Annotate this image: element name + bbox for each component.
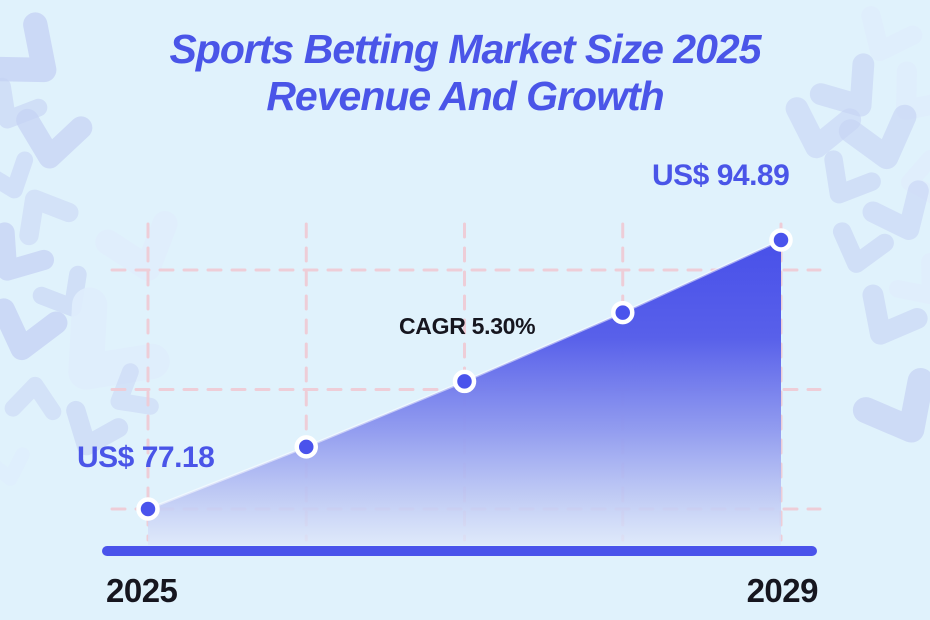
chevron-watermark-icon <box>785 97 862 159</box>
chevron-watermark-icon <box>862 284 928 345</box>
data-point-marker <box>294 435 318 459</box>
chevron-watermark-icon <box>888 253 930 305</box>
chevron-watermark-icon <box>0 447 30 486</box>
data-point-marker <box>611 300 635 325</box>
chevron-watermark-icon <box>838 104 917 170</box>
x-axis-label-end: 2029 <box>746 572 819 609</box>
x-axis-label-start: 2025 <box>106 572 178 609</box>
cagr-annotation: CAGR 5.30% <box>399 313 536 339</box>
title-line-1: Sports Betting Market Size 2025 <box>169 26 761 72</box>
chevron-watermark-icon <box>4 376 62 421</box>
chevron-watermark-icon <box>809 53 875 117</box>
chevron-watermark-icon <box>0 222 54 281</box>
chevron-watermark-icon <box>0 298 68 361</box>
chevron-watermark-icon <box>832 222 894 273</box>
start-value-label: US$ 77.18 <box>77 441 215 474</box>
chevron-watermark-icon <box>852 368 930 443</box>
chevron-watermark-icon <box>824 150 881 204</box>
chevron-watermark-icon <box>862 180 929 241</box>
data-point-marker <box>136 497 160 521</box>
chevron-watermark-icon <box>19 189 79 246</box>
title-line-2: Revenue And Growth <box>266 73 664 119</box>
chevron-watermark-icon <box>95 211 178 281</box>
chevron-watermark-icon <box>0 151 34 199</box>
chevron-watermark-icon <box>861 6 923 62</box>
end-value-label: US$ 94.89 <box>652 159 790 192</box>
chevron-watermark-icon <box>66 400 129 456</box>
data-point-marker <box>452 369 477 394</box>
chevron-watermark-icon <box>16 108 93 169</box>
chevron-watermark-icon <box>110 363 159 415</box>
data-point-marker <box>769 228 793 252</box>
chevron-watermark-icon <box>0 12 57 83</box>
page-title: Sports Betting Market Size 2025 Revenue … <box>0 26 930 120</box>
